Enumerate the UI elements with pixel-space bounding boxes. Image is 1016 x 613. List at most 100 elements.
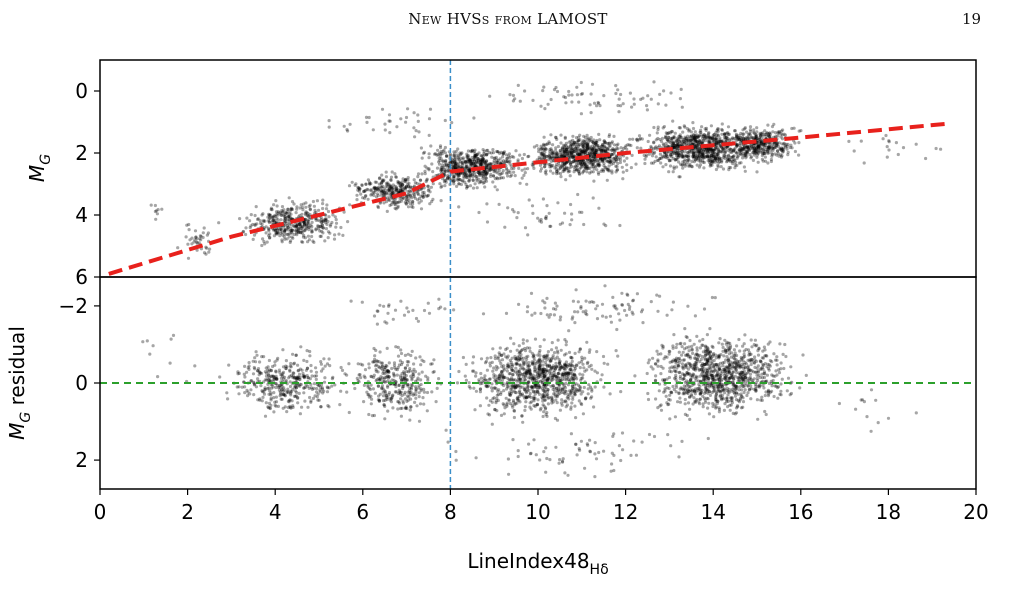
data-point	[682, 124, 686, 128]
data-point	[643, 157, 647, 161]
data-point	[287, 376, 291, 380]
data-point	[388, 131, 392, 135]
data-point	[348, 203, 352, 207]
data-point	[462, 174, 466, 178]
data-point	[554, 135, 558, 140]
data-point	[441, 159, 445, 163]
data-point	[551, 356, 555, 360]
data-point	[407, 184, 411, 189]
data-point	[616, 161, 620, 166]
data-point	[716, 163, 720, 167]
data-point	[576, 164, 580, 168]
data-point	[569, 147, 573, 151]
data-point	[470, 163, 475, 167]
data-point	[714, 131, 718, 135]
data-point	[733, 166, 737, 170]
data-point	[409, 405, 413, 409]
data-point	[491, 180, 495, 184]
data-point	[580, 150, 584, 154]
data-point	[378, 377, 383, 381]
data-point	[273, 228, 277, 233]
data-point	[302, 202, 306, 206]
data-point	[544, 147, 548, 151]
data-point	[502, 389, 506, 393]
data-point	[405, 360, 409, 364]
data-point	[562, 143, 566, 147]
data-point	[290, 207, 295, 211]
data-point	[312, 382, 317, 386]
data-point	[292, 224, 296, 228]
data-point	[575, 152, 580, 156]
data-point	[268, 232, 272, 236]
data-point	[523, 408, 527, 412]
data-point	[470, 149, 474, 153]
data-point	[513, 355, 517, 359]
data-point	[393, 184, 397, 188]
data-point	[708, 164, 712, 168]
data-point	[466, 149, 470, 153]
data-point	[459, 156, 463, 160]
data-point	[468, 159, 473, 163]
data-point	[286, 207, 290, 211]
data-point	[590, 367, 594, 371]
data-point	[195, 241, 199, 245]
data-point	[405, 363, 410, 367]
data-point	[457, 369, 461, 374]
data-point	[404, 201, 408, 205]
data-point	[672, 134, 676, 139]
data-point	[321, 206, 325, 211]
data-point	[459, 182, 463, 187]
data-point	[153, 203, 157, 208]
data-point	[602, 139, 606, 143]
data-point	[543, 165, 547, 169]
data-point	[399, 362, 404, 367]
data-point	[260, 213, 264, 217]
data-point	[379, 185, 383, 189]
data-point	[612, 148, 616, 152]
data-point	[554, 153, 558, 157]
data-point	[539, 156, 544, 161]
data-point	[570, 160, 574, 165]
data-point	[393, 172, 397, 176]
data-point	[373, 186, 377, 190]
data-point	[492, 161, 496, 165]
data-point	[370, 375, 374, 379]
data-point	[632, 102, 636, 106]
data-point	[263, 414, 268, 418]
data-point	[199, 238, 203, 242]
data-point	[261, 237, 265, 241]
data-point	[491, 397, 495, 401]
data-point	[493, 177, 497, 181]
data-point	[452, 150, 456, 154]
data-point	[380, 178, 384, 182]
data-point	[658, 92, 662, 96]
data-point	[465, 174, 469, 178]
data-point	[564, 161, 568, 165]
data-point	[452, 154, 456, 158]
data-point	[591, 159, 595, 163]
data-point	[383, 376, 387, 380]
data-point	[252, 383, 256, 387]
data-point	[291, 236, 295, 240]
data-point	[272, 410, 276, 414]
data-point	[552, 351, 557, 355]
data-point	[454, 166, 458, 170]
data-point	[490, 155, 494, 159]
data-point	[399, 188, 403, 192]
data-point	[571, 155, 575, 159]
data-point	[628, 91, 633, 95]
y-tick-label: 4	[75, 203, 88, 227]
data-point	[387, 391, 392, 395]
data-point	[289, 212, 293, 216]
data-point	[381, 190, 385, 194]
data-point	[597, 163, 601, 167]
data-point	[592, 159, 596, 163]
data-point	[282, 213, 286, 217]
data-point	[602, 139, 606, 143]
data-point	[294, 224, 299, 228]
data-point	[639, 146, 643, 150]
data-point	[542, 142, 546, 146]
data-point	[598, 148, 602, 152]
data-point	[527, 361, 531, 365]
data-point	[314, 370, 319, 374]
